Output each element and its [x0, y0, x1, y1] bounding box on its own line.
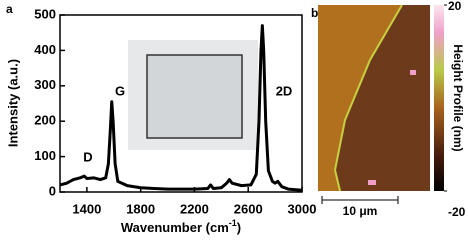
- afm-region: [318, 5, 402, 191]
- afm-feature: [410, 70, 416, 75]
- colorbar-tick-label: -20: [448, 205, 466, 219]
- inset-sample: [146, 54, 243, 139]
- x-axis-label-part: Wavenumber (cm: [121, 220, 229, 235]
- y-axis-label: Intensity (a.u.): [5, 59, 20, 147]
- x-tick-label: 1800: [126, 201, 155, 216]
- x-tick-label: 2600: [234, 201, 263, 216]
- annotation: G: [115, 83, 125, 98]
- x-tick-label: 3000: [288, 201, 317, 216]
- x-tick-label: 2200: [180, 201, 209, 216]
- plot-frame: [59, 14, 303, 193]
- y-tick-label: 0: [49, 183, 56, 198]
- colorbar-tick-label: 20: [448, 0, 462, 13]
- y-tick-label: 300: [34, 77, 56, 92]
- annotation: 2D: [276, 83, 293, 98]
- afm-edge: [333, 4, 403, 192]
- y-tick-label: 200: [34, 113, 56, 128]
- colorbar: [434, 5, 444, 191]
- spectrum-line: [59, 24, 303, 192]
- colorbar-label: Height Profile (nm): [451, 44, 465, 151]
- annotation: D: [83, 149, 92, 164]
- y-tick-label: 500: [34, 6, 56, 21]
- x-tick-label: 1400: [72, 201, 101, 216]
- y-tick-label: 400: [34, 42, 56, 57]
- x-axis-label: Wavenumber (cm-1): [121, 218, 241, 235]
- y-tick-label: 100: [34, 148, 56, 163]
- panel-label: b: [311, 6, 318, 20]
- scale-bar-label: 10 μm: [343, 204, 378, 218]
- x-axis-label-part: ): [237, 220, 241, 235]
- afm-feature: [368, 180, 376, 185]
- panel-label: a: [6, 2, 13, 16]
- x-axis-label-part: -1: [229, 218, 237, 228]
